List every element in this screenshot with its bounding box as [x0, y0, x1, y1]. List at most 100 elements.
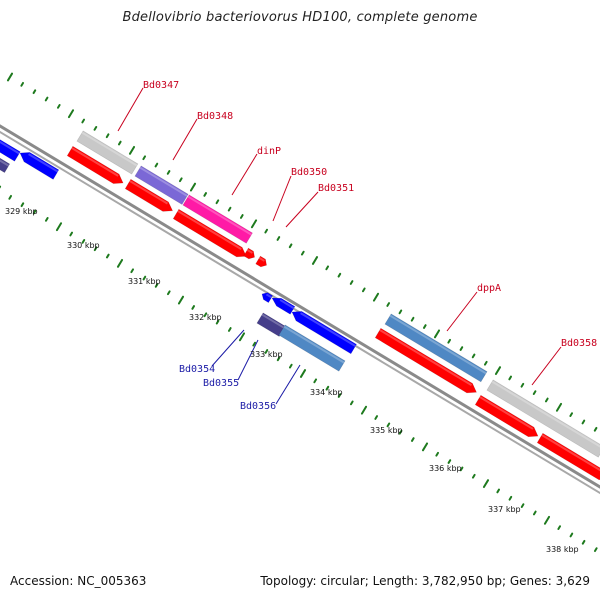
tick-mark-outer: [44, 96, 49, 102]
tick-mark-inner: [386, 422, 391, 428]
gene-bd0356-shine: [283, 325, 345, 364]
tick-mark-outer: [555, 402, 563, 412]
tick-mark-inner: [20, 202, 25, 208]
kbp-label: 330 kbp: [67, 241, 100, 250]
gene-label-bd0358[interactable]: Bd0358: [561, 338, 597, 349]
tick-mark-inner: [496, 488, 501, 494]
tick-mark-outer: [593, 426, 598, 432]
tick-mark-outer: [215, 199, 220, 205]
gene-label-bd0348[interactable]: Bd0348: [197, 111, 233, 122]
tick-mark-outer: [56, 103, 61, 109]
label-connector-line: [285, 191, 319, 228]
tick-mark-outer: [20, 81, 25, 87]
map-title: Bdellovibrio bacteriovorus HD100, comple…: [122, 10, 478, 25]
gene-label-dinp[interactable]: dinP: [257, 146, 281, 157]
label-connector-line: [446, 291, 478, 332]
tick-mark-inner: [276, 356, 281, 362]
cds-bd0350-shine: [246, 249, 253, 254]
gene-label-bd0351[interactable]: Bd0351: [318, 183, 354, 194]
gene-left-blue-1-shine: [0, 140, 20, 155]
gene-bd0348-outer: [134, 165, 189, 205]
tick-mark-outer: [581, 419, 586, 425]
gene-dinp-outer: [182, 194, 253, 244]
label-connector-line: [237, 339, 259, 381]
kbp-label: 334 kbp: [310, 388, 343, 397]
kbp-label: 335 kbp: [370, 426, 403, 435]
gene-label-bd0356[interactable]: Bd0356: [240, 401, 276, 412]
tick-mark-outer: [483, 360, 488, 366]
tick-mark-outer: [142, 155, 147, 161]
tick-mark-inner: [543, 515, 551, 525]
tick-mark-outer: [447, 338, 452, 344]
tick-mark-outer: [508, 375, 513, 381]
tick-mark-outer: [105, 133, 110, 139]
tick-mark-inner: [313, 378, 318, 384]
tick-mark-inner: [459, 466, 464, 472]
gene-rev-blue-a-shine: [279, 299, 295, 310]
kbp-label: 336 kbp: [429, 464, 462, 473]
tick-mark-outer: [154, 162, 159, 168]
label-connectors: [117, 87, 562, 405]
tick-mark-outer: [264, 228, 269, 234]
tick-mark-inner: [215, 319, 220, 325]
gene-label-dppa[interactable]: dppA: [477, 283, 501, 294]
label-connector-line: [172, 118, 198, 161]
tick-mark-outer: [410, 316, 415, 322]
label-connector-line: [231, 153, 258, 196]
tick-mark-inner: [116, 258, 124, 268]
tick-mark-inner: [93, 246, 98, 252]
tick-mark-inner: [252, 341, 257, 347]
gene-label-bd0354[interactable]: Bd0354: [179, 364, 215, 375]
tick-mark-outer: [81, 118, 86, 124]
gene-rev-blue-a: [271, 297, 296, 315]
tick-mark-inner: [130, 268, 135, 274]
tick-mark-outer: [67, 109, 75, 119]
tick-mark-inner: [569, 532, 574, 538]
tick-mark-outer: [166, 170, 171, 175]
tick-mark-inner: [349, 400, 354, 406]
gene-rev-blue-b-shine: [300, 312, 356, 347]
tick-mark-outer: [239, 214, 244, 219]
tick-mark-inner: [593, 547, 598, 553]
tick-mark-outer: [494, 366, 502, 376]
label-connector-line: [272, 175, 292, 222]
cds-dppa: [374, 327, 477, 394]
tick-mark-inner: [81, 239, 86, 244]
kbp-label: 331 kbp: [128, 277, 161, 286]
tick-mark-inner: [447, 459, 452, 464]
tick-mark-outer: [288, 243, 293, 249]
kbp-label: 333 kbp: [250, 350, 283, 359]
gene-label-bd0355[interactable]: Bd0355: [203, 378, 239, 389]
cds-dinp: [172, 208, 247, 258]
tick-mark-inner: [105, 253, 110, 259]
tick-mark-inner: [177, 295, 185, 305]
tick-mark-inner: [410, 437, 415, 442]
gene-rev-small: [261, 292, 274, 304]
tick-mark-inner: [557, 525, 562, 531]
gene-bd0354: [256, 312, 286, 337]
kbp-label-group: 329 kbp 330 kbp 331 kbp 332 kbp 333 kbp …: [5, 207, 579, 554]
backbone-outer: [0, 124, 600, 489]
tick-mark-inner: [508, 495, 513, 501]
accession-text: Accession: NC_005363: [10, 574, 147, 588]
tick-mark-outer: [189, 182, 197, 192]
label-connector-line: [117, 87, 144, 132]
gene-bd0358-outer-shine: [491, 380, 600, 448]
tick-mark-outer: [311, 256, 319, 265]
tick-mark-inner: [288, 363, 293, 369]
gene-label-bd0347[interactable]: Bd0347: [143, 80, 179, 91]
gene-features: [0, 130, 600, 481]
gene-left-navy: [0, 157, 11, 174]
tick-mark-outer: [203, 192, 208, 197]
tick-mark-outer: [361, 287, 366, 293]
tick-mark-inner: [471, 473, 476, 479]
tick-mark-inner: [154, 283, 159, 288]
tick-mark-inner: [142, 275, 147, 281]
tick-row-outer: [6, 72, 598, 432]
tick-mark-inner: [520, 503, 525, 508]
gene-label-bd0350[interactable]: Bd0350: [291, 167, 327, 178]
tick-mark-outer: [128, 145, 136, 155]
tick-mark-inner: [227, 327, 232, 332]
cds-bd0351: [255, 255, 267, 268]
